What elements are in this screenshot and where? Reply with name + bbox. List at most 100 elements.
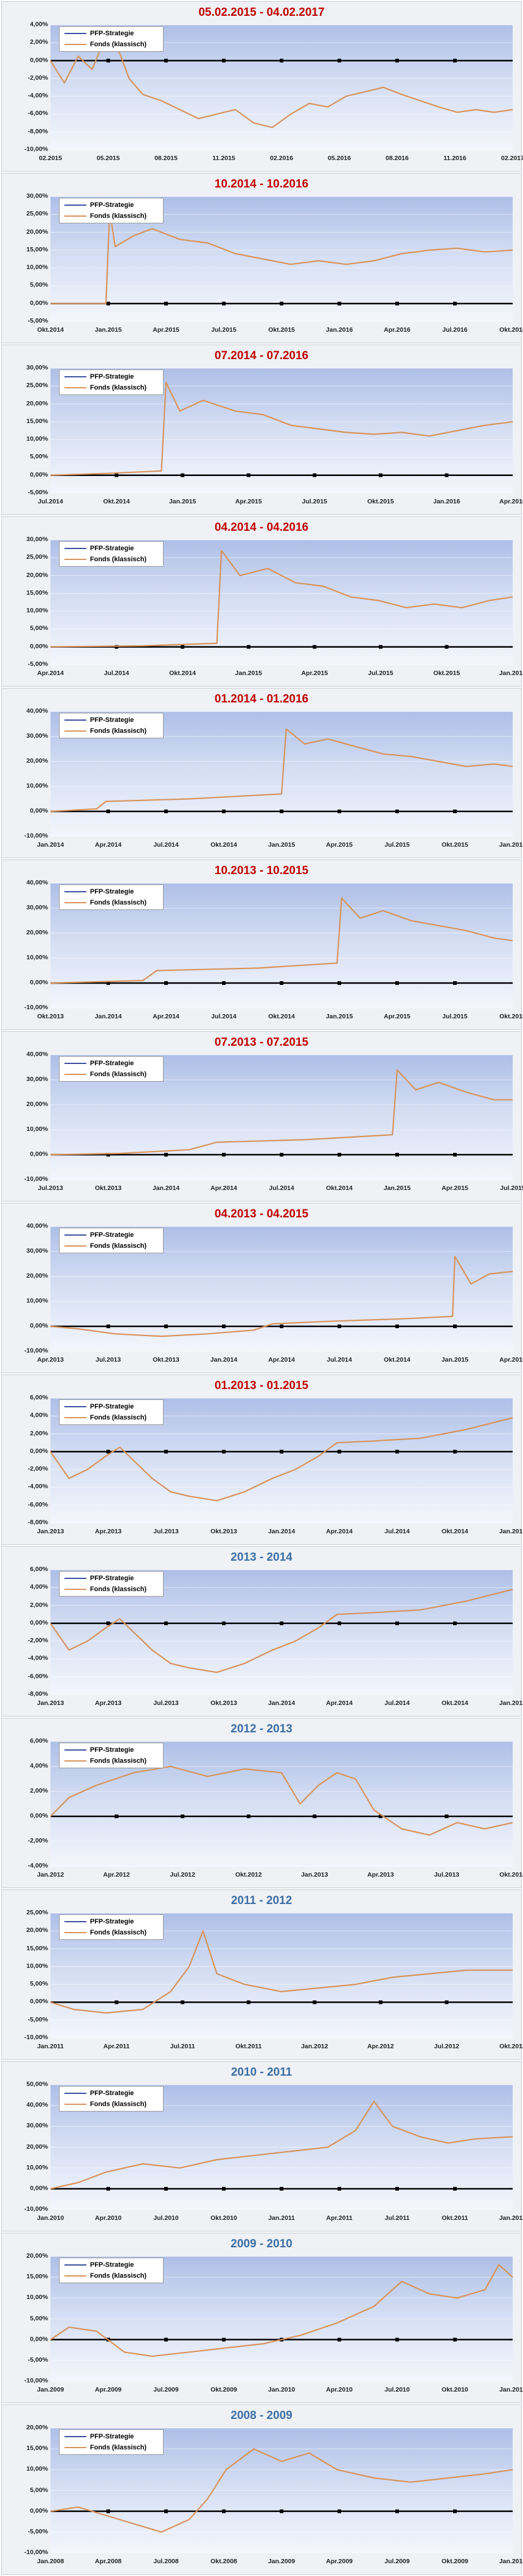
y-tick-label: 10,00% <box>26 435 48 443</box>
y-tick-label: -5,00% <box>27 489 48 496</box>
zero-axis-marker <box>222 58 226 63</box>
x-tick-label: Jan.2015 <box>499 1528 523 1535</box>
legend-swatch-strategy <box>64 1749 86 1751</box>
series-line-fonds <box>50 1256 513 1337</box>
x-tick-label: Jan.2011 <box>268 2214 295 2222</box>
zero-axis-marker <box>114 645 119 649</box>
zero-axis-marker <box>222 1449 226 1454</box>
legend-entry-fund: Fonds (klassisch) <box>64 1241 147 1251</box>
x-tick-label: Okt.2014 <box>210 841 237 849</box>
plot-area: PFP-Strategie Fonds (klassisch) <box>50 24 513 150</box>
y-tick-label: -10,00% <box>24 2034 48 2041</box>
zero-axis-marker <box>313 1815 317 1818</box>
x-tick-label: Apr.2016 <box>384 326 410 334</box>
x-tick-label: Apr.2014 <box>326 1699 353 1707</box>
y-tick-label: 30,00% <box>26 536 48 543</box>
chart-panel: 10.2013 - 10.2015 PFP-Strategie Fonds (kla… <box>1 859 523 1030</box>
x-tick-label: Jul.2013 <box>38 1185 63 1192</box>
series-line-fonds <box>50 2101 513 2189</box>
legend-label-strategy: PFP-Strategie <box>90 545 134 552</box>
x-tick-label: Jan.2015 <box>441 1356 469 1363</box>
x-tick-label: Jul.2014 <box>269 1185 294 1192</box>
y-tick-label: 10,00% <box>26 2294 48 2301</box>
x-tick-label: Jul.2013 <box>153 1699 179 1707</box>
legend-label-strategy: PFP-Strategie <box>90 1575 134 1582</box>
x-tick-label: Okt.2011 <box>235 2043 262 2050</box>
zero-axis-marker <box>114 1815 119 1818</box>
zero-axis-marker <box>114 2000 119 2004</box>
legend: PFP-Strategie Fonds (klassisch) <box>59 1914 164 1940</box>
x-tick-label: Okt.2014 <box>37 326 64 334</box>
series-line-fonds <box>50 2448 513 2533</box>
zero-axis-marker <box>378 2000 383 2004</box>
x-tick-label: Jan.2015 <box>268 841 296 849</box>
legend-label-fund: Fonds (klassisch) <box>90 2101 147 2108</box>
series-line-fonds <box>50 2264 513 2357</box>
x-tick-label: Okt.2009 <box>210 2386 237 2393</box>
legend: PFP-Strategie Fonds (klassisch) <box>59 1056 164 1082</box>
zero-axis-marker <box>338 2337 341 2342</box>
x-tick-label: Jan.2009 <box>268 2558 296 2565</box>
y-tick-label: -6,00% <box>27 1500 48 1508</box>
x-tick-label: Jul.2011 <box>170 2043 195 2050</box>
y-tick-label: 20,00% <box>26 2424 48 2431</box>
y-tick-label: 2,00% <box>30 1429 48 1437</box>
x-tick-label: Okt.2012 <box>499 2043 523 2050</box>
x-tick-label: Okt.2015 <box>268 326 295 334</box>
zero-axis-marker <box>338 301 341 306</box>
chart-title: 2009 - 2010 <box>230 2238 293 2250</box>
x-tick-label: Apr.2011 <box>326 2214 353 2222</box>
legend-swatch-strategy <box>64 548 86 549</box>
x-tick-label: Jan.2016 <box>325 326 353 334</box>
zero-axis-marker <box>395 1325 399 1328</box>
zero-axis-marker <box>338 1325 341 1328</box>
x-tick-label: Apr.2010 <box>326 2386 353 2393</box>
legend-swatch-fund <box>64 215 86 217</box>
legend-swatch-fund <box>64 2275 86 2277</box>
x-tick-label: Jan.2014 <box>94 1013 122 1020</box>
y-tick-label: 6,00% <box>30 1737 48 1745</box>
x-tick-label: Apr.2009 <box>95 2386 122 2393</box>
x-tick-label: Jan.2011 <box>37 2043 64 2050</box>
plot-area: PFP-Strategie Fonds (klassisch) <box>50 883 513 1009</box>
zero-axis-marker <box>338 2509 341 2513</box>
legend-entry-strategy: PFP-Strategie <box>64 1573 134 1583</box>
zero-axis-marker <box>164 2509 168 2513</box>
x-tick-label: Apr.2015 <box>153 326 179 334</box>
zero-axis-marker <box>222 2186 226 2191</box>
x-tick-label: Apr.2013 <box>95 1699 122 1707</box>
zero-axis-marker <box>395 1153 399 1157</box>
x-tick-label: Jul.2014 <box>103 670 130 677</box>
zero-axis-marker <box>313 645 317 649</box>
legend-label-fund: Fonds (klassisch) <box>90 1586 147 1593</box>
y-tick-label: 40,00% <box>26 2101 48 2109</box>
chart-panel: 2008 - 2009 PFP-Strategie Fonds (klassisch… <box>1 2404 523 2575</box>
chart-title: 01.2014 - 01.2016 <box>214 693 309 705</box>
y-tick-label: 5,00% <box>30 1980 48 1988</box>
zero-axis-marker <box>164 981 168 985</box>
x-tick-label: Jul.2014 <box>38 498 63 505</box>
zero-axis-marker <box>280 2186 283 2191</box>
chart-panel: 2010 - 2011 PFP-Strategie Fonds (klassisch… <box>1 2061 523 2231</box>
chart-svg <box>50 2084 513 2210</box>
legend-label-fund: Fonds (klassisch) <box>90 1414 147 1421</box>
x-tick-label: Jul.2014 <box>327 1356 352 1363</box>
x-tick-label: Jul.2008 <box>153 2558 179 2565</box>
zero-axis-marker <box>106 2186 110 2191</box>
zero-axis-marker <box>222 1621 226 1625</box>
legend-label-strategy: PFP-Strategie <box>90 201 134 209</box>
chart-svg <box>50 1398 513 1524</box>
x-tick-label: Apr.2015 <box>442 1185 468 1192</box>
legend-swatch-fund <box>64 2104 86 2105</box>
x-tick-label: Jan.2014 <box>210 1356 238 1363</box>
x-tick-label: Jan.2010 <box>36 2214 64 2222</box>
y-tick-label: 0,00% <box>30 2184 48 2192</box>
legend-entry-fund: Fonds (klassisch) <box>64 1069 147 1079</box>
y-tick-label: 20,00% <box>26 399 48 407</box>
legend-entry-fund: Fonds (klassisch) <box>64 1413 147 1423</box>
series-line-fonds <box>50 897 513 984</box>
x-tick-label: Apr.2016 <box>499 498 523 505</box>
plot-area: PFP-Strategie Fonds (klassisch) <box>50 2256 513 2382</box>
y-tick-label: 4,00% <box>30 1412 48 1419</box>
zero-axis-marker <box>280 981 283 985</box>
